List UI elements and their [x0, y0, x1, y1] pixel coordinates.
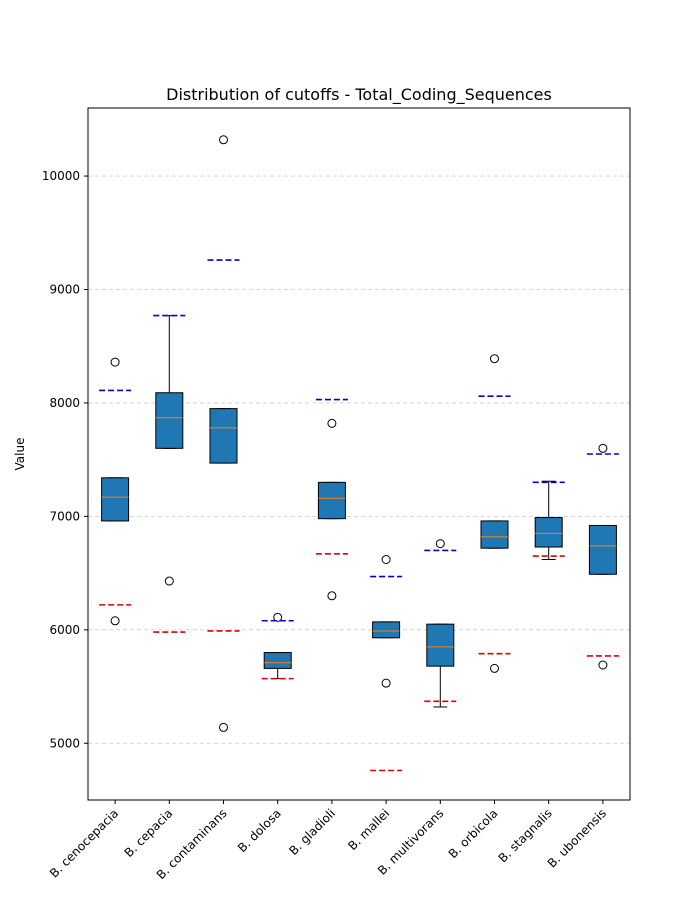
outlier-point [490, 354, 499, 364]
y-axis-label: Value [13, 438, 27, 471]
y-tick-label: 5000 [49, 736, 80, 750]
box-group-9 [532, 480, 565, 561]
outlier-point [381, 555, 391, 565]
chart-title: Distribution of cutoffs - Total_Coding_S… [166, 85, 552, 105]
y-tick-label: 6000 [49, 623, 80, 637]
x-tick-label: B. stagnalis [496, 806, 555, 865]
box-group-1 [99, 357, 132, 626]
outlier-point [327, 591, 337, 601]
outlier-point [110, 357, 120, 367]
box-group-10 [586, 443, 619, 670]
iqr-box [101, 477, 130, 522]
outlier-point [435, 539, 445, 549]
outlier-point [381, 678, 391, 688]
iqr-box [534, 517, 563, 548]
iqr-box [155, 392, 184, 449]
outlier-point [164, 576, 174, 586]
box-group-8 [478, 354, 511, 673]
box-group-3 [207, 135, 240, 732]
x-tick-label: B. cenocepacia [47, 806, 121, 880]
outlier-point [273, 612, 283, 622]
outlier-point [110, 616, 120, 626]
x-tick-label: B. cepacia [122, 806, 176, 860]
plot-frame [87, 107, 631, 801]
x-tick-label: B. gladioli [286, 806, 338, 858]
outlier-point [219, 722, 228, 732]
box-group-6 [370, 555, 403, 772]
outlier-point [219, 135, 228, 145]
iqr-box [263, 652, 292, 669]
x-tick-label: B. dolosa [235, 806, 284, 855]
x-tick-label: B. orbicola [446, 806, 501, 861]
y-tick-label: 7000 [49, 509, 80, 523]
box-group-4 [261, 612, 294, 680]
iqr-box [426, 623, 455, 667]
plot-area [99, 135, 619, 772]
outlier-point [598, 660, 608, 670]
iqr-box [209, 408, 238, 464]
iqr-box [372, 621, 401, 639]
box-group-2 [153, 314, 186, 633]
outlier-point [490, 663, 499, 673]
y-tick-label: 9000 [49, 283, 80, 297]
y-tick-label: 10000 [42, 169, 80, 183]
iqr-box [480, 520, 509, 549]
iqr-box [588, 524, 617, 575]
iqr-box [317, 481, 346, 520]
gridlines [88, 175, 630, 744]
x-tick-label: B. mallei [345, 806, 392, 853]
outlier-point [327, 418, 337, 428]
outlier-point [598, 443, 608, 453]
box-group-7 [424, 539, 457, 708]
y-tick-label: 8000 [49, 396, 80, 410]
box-group-5 [315, 398, 348, 601]
